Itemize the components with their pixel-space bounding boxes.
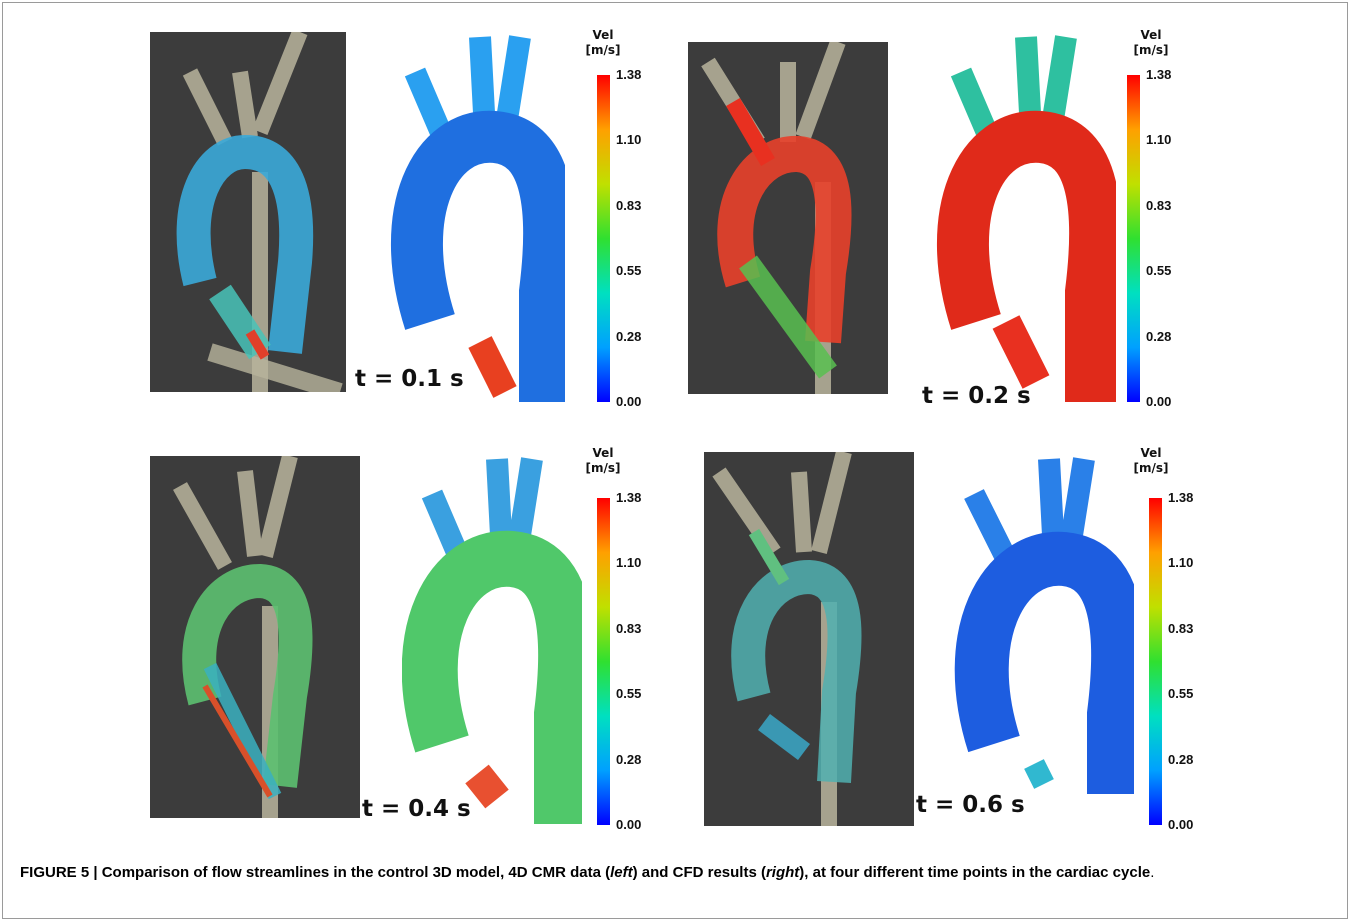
cfd-model (391, 35, 565, 402)
scale-tick: 0.00 (616, 394, 642, 409)
scale-tick: 1.10 (1168, 555, 1194, 571)
cmr-image (150, 29, 346, 401)
colorbar (597, 75, 610, 402)
colorbar (1127, 75, 1140, 402)
scale-tick: 1.10 (616, 132, 642, 148)
cmr-image (688, 39, 888, 394)
scale-tick: 1.38 (1146, 67, 1172, 82)
scale-tick: 1.10 (616, 555, 642, 571)
scale-title: Vel [m/s] (585, 28, 621, 57)
scale-title: Vel [m/s] (1133, 28, 1169, 57)
scale-tick: 0.83 (616, 197, 642, 213)
colorbar (597, 498, 610, 825)
scale-tick: 1.38 (616, 67, 642, 82)
cfd-model (954, 457, 1134, 794)
scale-tick: 1.10 (1146, 132, 1172, 148)
figure-caption: FIGURE 5 | Comparison of flow streamline… (20, 864, 1155, 881)
time-label: t = 0.2 s (922, 383, 1031, 409)
scale-tick: 1.38 (616, 490, 642, 505)
cmr-aorta (176, 29, 343, 401)
cmr-aorta (701, 39, 852, 394)
scale-title: Vel [m/s] (1133, 446, 1169, 475)
scale-tick: 1.38 (1168, 490, 1194, 505)
scale-tick: 0.28 (616, 751, 642, 767)
scale-tick: 0.28 (1168, 751, 1194, 767)
time-label: t = 0.4 s (362, 796, 471, 822)
cfd-model (937, 35, 1116, 402)
scale-tick: 0.00 (1146, 394, 1172, 409)
cfd-model (402, 457, 582, 824)
cmr-aorta (173, 454, 313, 818)
time-label: t = 0.6 s (916, 792, 1025, 818)
scale-tick: 0.00 (616, 817, 642, 832)
cmr-image (150, 454, 360, 818)
panel-t06: Vel [m/s] 1.38 1.10 0.83 0.55 0.28 0.00 t = 0.… (676, 420, 1352, 840)
scale-tick: 0.55 (616, 263, 642, 279)
scale-tick: 0.83 (1168, 620, 1194, 636)
scale-title: Vel [m/s] (585, 446, 621, 475)
scale-tick: 0.00 (1168, 817, 1194, 832)
scale-tick: 0.83 (616, 620, 642, 636)
scale-tick: 0.28 (1146, 328, 1172, 344)
panel-t02: Vel [m/s] 1.38 1.10 0.83 0.55 0.28 0.00 t = 0.… (676, 0, 1352, 420)
scale-tick: 0.28 (616, 328, 642, 344)
scale-tick: 0.83 (1146, 197, 1172, 213)
scale-tick: 0.55 (616, 686, 642, 702)
cmr-aorta (712, 450, 862, 826)
scale-tick: 0.55 (1168, 686, 1194, 702)
scale-tick: 0.55 (1146, 263, 1172, 279)
panel-t04: Vel [m/s] 1.38 1.10 0.83 0.55 0.28 0.00 t = 0.… (0, 420, 676, 840)
time-label: t = 0.1 s (355, 366, 464, 392)
cmr-image (704, 450, 914, 826)
colorbar (1149, 498, 1162, 825)
panel-t01: Vel [m/s] 1.38 1.10 0.83 0.55 0.28 0.00 t = 0.… (0, 0, 676, 420)
